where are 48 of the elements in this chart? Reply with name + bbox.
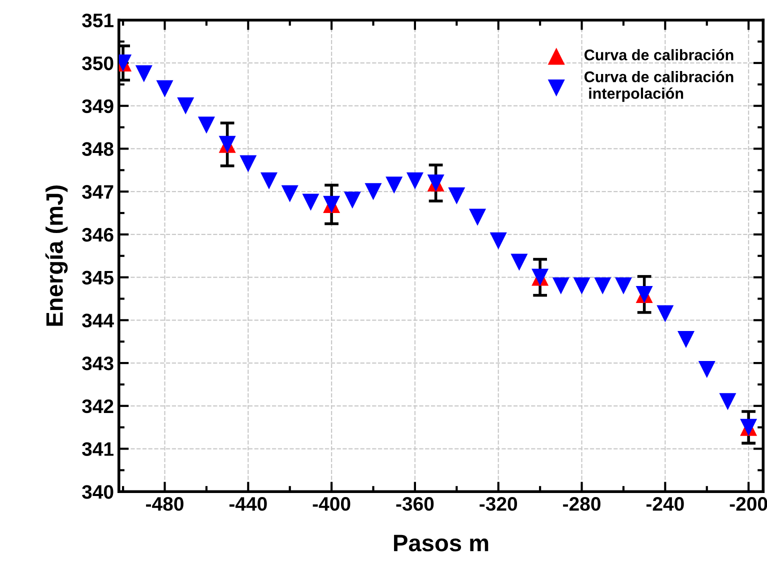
- point: [302, 194, 320, 211]
- y-tick-label: 344: [82, 314, 114, 328]
- point: [281, 185, 298, 202]
- point: [678, 330, 695, 348]
- y-tick-label: 343: [82, 356, 114, 370]
- y-tick-label: 341: [82, 442, 114, 456]
- y-tick-label: 345: [82, 270, 114, 285]
- point: [240, 155, 257, 172]
- point: [469, 208, 486, 226]
- point: [719, 393, 736, 410]
- point: [386, 176, 403, 194]
- point: [156, 80, 174, 98]
- point: [573, 277, 590, 294]
- x-tick-label: -200: [730, 497, 767, 511]
- point: [177, 97, 194, 114]
- x-tick-label: -360: [396, 497, 434, 511]
- x-tick-label: -440: [229, 497, 267, 511]
- y-axis-title: Energía (mJ): [45, 186, 68, 326]
- point: [364, 183, 382, 200]
- point: [552, 277, 570, 294]
- x-tick-label: -480: [146, 497, 184, 511]
- point: [614, 277, 632, 294]
- point: [198, 116, 215, 134]
- point: [490, 232, 507, 250]
- y-tick-label: 348: [82, 142, 114, 156]
- point: [510, 254, 528, 271]
- y-tick-label: 346: [82, 228, 114, 242]
- legend-label: Curva de calibración: [584, 49, 734, 60]
- point: [698, 360, 716, 378]
- x-axis-title: Pasos m: [394, 534, 488, 552]
- point: [656, 305, 674, 322]
- y-tick-label: 350: [82, 56, 114, 70]
- point: [448, 187, 466, 204]
- y-tick-label: 340: [82, 485, 114, 499]
- y-tick-label: 351: [82, 14, 114, 28]
- point: [406, 172, 424, 190]
- x-tick-label: -280: [563, 497, 600, 511]
- legend-label: Curva de calibración interpolación: [584, 70, 734, 102]
- x-tick-label: -320: [480, 497, 518, 511]
- x-tick-label: -240: [646, 497, 684, 511]
- x-tick-label: -400: [312, 497, 350, 511]
- y-tick-label: 347: [82, 185, 114, 199]
- y-tick-label: 342: [82, 399, 114, 414]
- point: [260, 172, 278, 190]
- point: [344, 192, 361, 209]
- point: [594, 277, 612, 294]
- point: [135, 65, 152, 82]
- y-tick-label: 349: [82, 99, 114, 114]
